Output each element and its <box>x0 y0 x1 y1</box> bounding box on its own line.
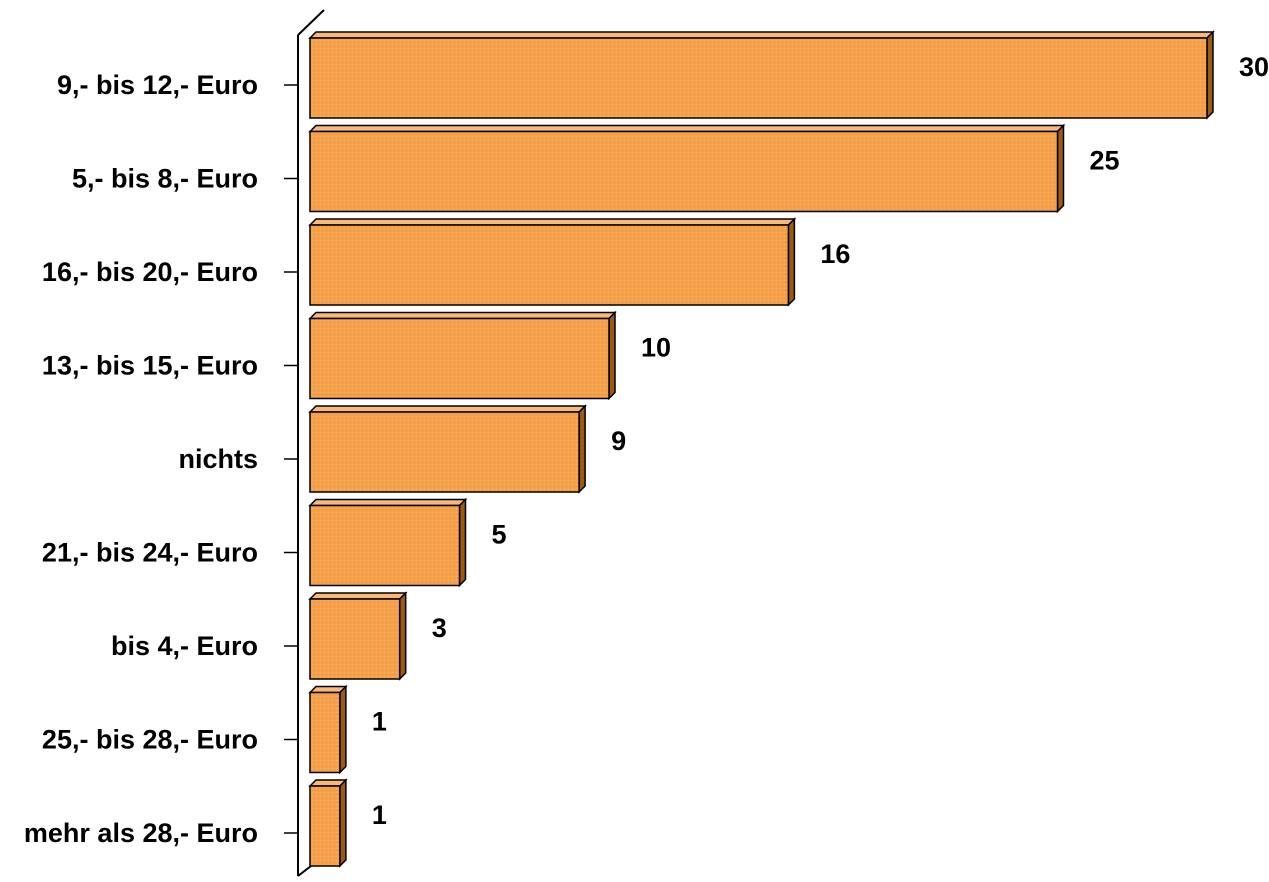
value-label: 1 <box>372 800 387 830</box>
category-label: nichts <box>178 444 258 474</box>
bar <box>309 224 790 306</box>
category-label: 25,- bis 28,- Euro <box>42 725 258 755</box>
bar-group <box>308 591 408 681</box>
bar-top-face <box>308 592 408 600</box>
bar <box>309 317 610 400</box>
bar-side-face <box>787 217 796 307</box>
value-label: 5 <box>492 520 507 550</box>
bar-side-face <box>1206 30 1214 120</box>
bar-side-face <box>458 497 467 588</box>
bar <box>309 598 401 680</box>
value-label: 10 <box>641 333 671 363</box>
bar-side-face <box>398 591 407 681</box>
bar-group <box>308 123 1066 214</box>
bar-side-face <box>1056 123 1065 214</box>
bar-group <box>308 684 348 775</box>
category-label: mehr als 28,- Euro <box>24 818 258 848</box>
value-label: 9 <box>611 426 626 456</box>
bar-top-face <box>308 311 617 320</box>
bar-side-face <box>608 310 616 401</box>
bar <box>309 130 1059 213</box>
bar-group <box>308 778 348 868</box>
bar <box>309 411 580 493</box>
category-label: 9,- bis 12,- Euro <box>57 70 258 100</box>
value-label: 30 <box>1239 52 1269 82</box>
value-label: 1 <box>372 707 387 737</box>
category-label: 16,- bis 20,- Euro <box>42 257 258 287</box>
bar-side-face <box>578 404 586 494</box>
value-label: 3 <box>432 613 447 643</box>
bar-side-face <box>339 684 347 775</box>
category-label: 13,- bis 15,- Euro <box>42 351 258 381</box>
value-label: 25 <box>1090 146 1120 176</box>
category-label: 5,- bis 8,- Euro <box>72 164 258 194</box>
bar-top-face <box>308 218 797 226</box>
bar-top-face <box>308 405 587 413</box>
bars-layer <box>308 30 1215 868</box>
bar-top-face <box>308 498 468 507</box>
bar <box>309 37 1208 119</box>
category-label: 21,- bis 24,- Euro <box>42 538 258 568</box>
category-label: bis 4,- Euro <box>111 631 258 661</box>
bar-top-face <box>308 31 1215 39</box>
labels-layer: 9,- bis 12,- Euro 30 5,- bis 8,- Euro 25 16,… <box>24 52 1269 848</box>
bar-group <box>308 404 587 494</box>
bar-group <box>308 310 617 401</box>
bar-group <box>308 217 797 307</box>
bar-group <box>308 497 468 588</box>
bar <box>309 785 341 867</box>
bar-side-face <box>339 778 347 868</box>
bar <box>309 691 341 774</box>
value-label: 16 <box>820 239 850 269</box>
bar-group <box>308 30 1215 120</box>
y-axis-depth-top <box>297 9 325 36</box>
bar-top-face <box>308 124 1066 133</box>
bar <box>309 504 461 587</box>
